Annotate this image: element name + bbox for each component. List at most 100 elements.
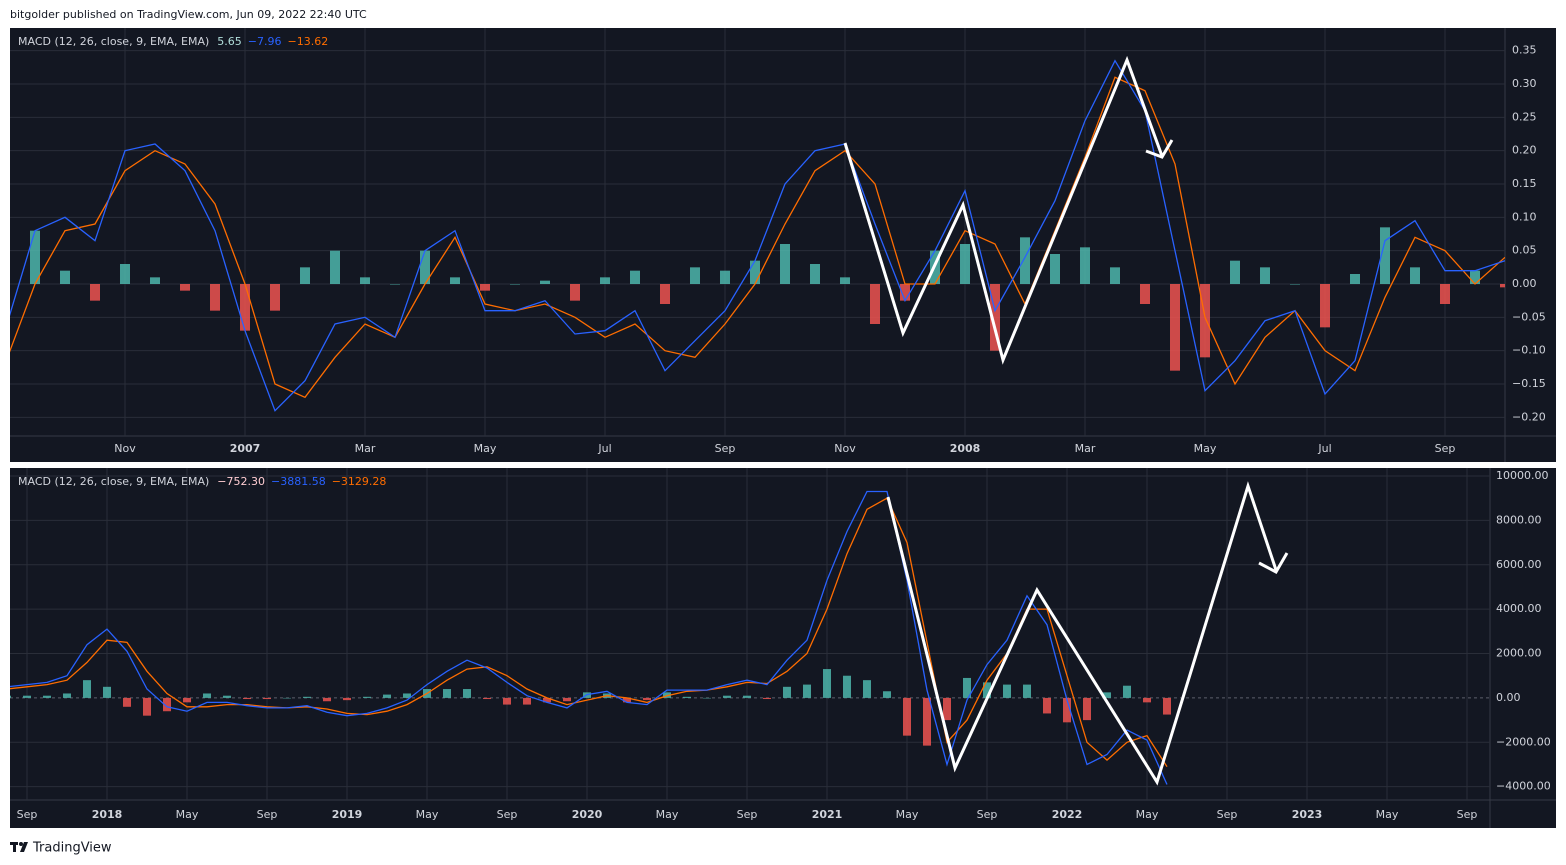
histogram-bar	[1063, 697, 1071, 723]
histogram-bar	[1410, 267, 1420, 284]
logo-shape	[13, 842, 16, 852]
footer-logo	[10, 842, 28, 852]
histogram-bar	[120, 264, 130, 284]
histogram-bar	[943, 697, 951, 721]
histogram-bar	[270, 284, 280, 311]
histogram-bar	[870, 284, 880, 324]
signal-line	[10, 497, 1168, 768]
x-tick-label: 2019	[332, 808, 363, 821]
histogram-bar	[923, 697, 931, 746]
histogram-bar	[563, 697, 571, 702]
histogram-bar	[183, 697, 191, 703]
histogram-bar	[343, 697, 351, 701]
histogram-bar	[1003, 684, 1011, 698]
histogram-bar	[1123, 685, 1131, 698]
histogram-bar	[420, 250, 430, 284]
histogram-bar	[1500, 284, 1505, 288]
legend-value: −7.96	[248, 35, 282, 48]
histogram-bar	[883, 691, 891, 698]
legend-value: −752.30	[217, 475, 265, 488]
x-tick-label: Nov	[114, 442, 136, 455]
histogram-bar	[843, 675, 851, 698]
histogram-bar	[1043, 697, 1051, 714]
x-tick-label: 2008	[950, 442, 981, 455]
histogram-bar	[303, 696, 311, 698]
panel-separator	[10, 462, 1556, 468]
x-tick-label: Sep	[17, 808, 38, 821]
histogram-bar	[1050, 254, 1060, 284]
y-tick-label: 0.20	[1512, 144, 1537, 157]
x-tick-label: Jul	[1317, 442, 1331, 455]
histogram-bar	[1440, 284, 1450, 304]
plot-area	[10, 468, 1490, 800]
histogram-bar	[10, 695, 11, 698]
histogram-bar	[510, 284, 520, 285]
histogram-bar	[570, 284, 580, 301]
histogram-bar	[390, 284, 400, 285]
annotation-arrow	[1258, 552, 1289, 575]
histogram-bar	[1200, 284, 1210, 358]
y-tick-label: 4000.00	[1496, 602, 1542, 615]
histogram-bar	[363, 696, 371, 698]
histogram-bar	[480, 284, 490, 291]
y-tick-label: −0.05	[1512, 310, 1546, 323]
histogram-bar	[383, 694, 391, 698]
histogram-bar	[1320, 284, 1330, 328]
histogram-bar	[783, 686, 791, 698]
histogram-bar	[1020, 237, 1030, 284]
histogram-bar	[660, 284, 670, 304]
histogram-bar	[150, 277, 160, 284]
histogram-bar	[1230, 260, 1240, 284]
histogram-bar	[1380, 227, 1390, 284]
histogram-bar	[600, 277, 610, 284]
header-text: bitgolder published on TradingView.com, …	[10, 8, 367, 21]
x-tick-label: Jul	[597, 442, 611, 455]
y-tick-label: 0.30	[1512, 77, 1537, 90]
x-tick-label: 2007	[230, 442, 261, 455]
histogram-bar	[263, 697, 271, 700]
x-tick-label: Sep	[497, 808, 518, 821]
x-tick-label: 2020	[572, 808, 603, 821]
histogram-bar	[983, 682, 991, 698]
y-tick-label: 0.00	[1496, 691, 1521, 704]
drawings	[843, 55, 1289, 786]
histogram-bar	[723, 695, 731, 698]
histogram-bar	[1170, 284, 1180, 371]
histogram-bar	[1290, 284, 1300, 285]
y-tick-label: −0.15	[1512, 377, 1546, 390]
histogram-bar	[240, 284, 250, 331]
histogram-bar	[643, 697, 651, 701]
x-tick-label: 2022	[1052, 808, 1083, 821]
y-tick-label: 0.25	[1512, 110, 1537, 123]
x-tick-label: Mar	[1075, 442, 1096, 455]
histogram-bar	[900, 284, 910, 301]
histogram-bar	[840, 277, 850, 284]
histogram-bar	[203, 693, 211, 698]
x-tick-label: 2021	[812, 808, 843, 821]
panel-background	[10, 468, 1556, 828]
histogram-bar	[963, 677, 971, 698]
x-tick-label: May	[1194, 442, 1217, 455]
y-tick-label: 0.35	[1512, 44, 1537, 57]
histogram-bar	[823, 669, 831, 698]
legend-value: −3129.28	[332, 475, 387, 488]
histogram-bar	[180, 284, 190, 291]
histogram-bar	[450, 277, 460, 284]
y-tick-label: 0.00	[1512, 277, 1537, 290]
histogram-bar	[243, 697, 251, 700]
footer-brand: TradingView	[32, 841, 112, 856]
charts-layer: 0.35 0.30 0.25 0.20 0.15 0.10 0.05 0.00 −0.05 −0.…	[10, 28, 1556, 828]
y-tick-label: 10000.00	[1496, 469, 1549, 482]
x-tick-label: May	[176, 808, 199, 821]
histogram-bar	[623, 697, 631, 703]
histogram-bar	[43, 695, 51, 698]
histogram-bar	[143, 697, 151, 716]
y-tick-label: 2000.00	[1496, 647, 1542, 660]
histogram-bar	[483, 697, 491, 700]
x-tick-label: Sep	[737, 808, 758, 821]
y-tick-label: 0.05	[1512, 244, 1537, 257]
histogram-bar	[1110, 267, 1120, 284]
histogram-bar	[503, 697, 511, 705]
histogram-bar	[330, 250, 340, 284]
